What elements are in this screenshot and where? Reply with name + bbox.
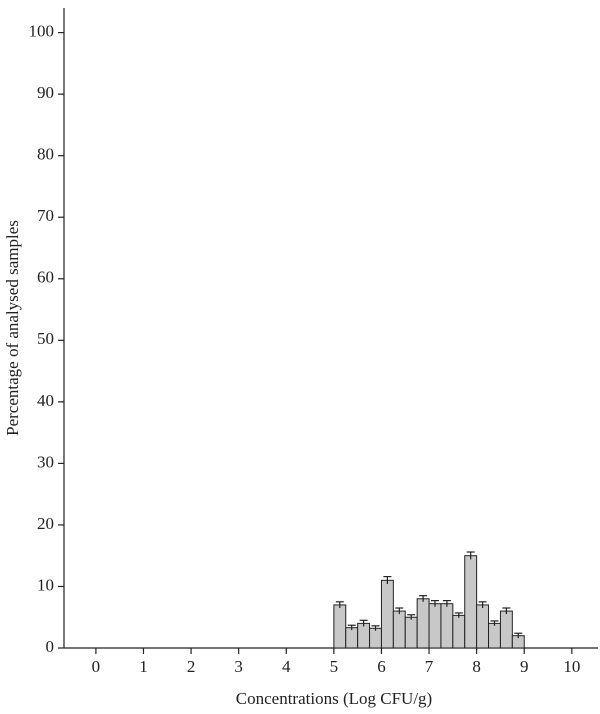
- y-tick-label: 40: [37, 391, 54, 410]
- error-bar: [514, 632, 523, 639]
- x-tick-label: 10: [563, 657, 580, 676]
- bar: [333, 604, 347, 649]
- error-bar: [419, 595, 428, 602]
- bar: [380, 579, 394, 649]
- y-tick-label: 60: [37, 268, 54, 287]
- bar: [464, 555, 478, 649]
- error-bar: [478, 601, 487, 608]
- error-bar: [347, 624, 356, 631]
- error-bar: [371, 625, 380, 631]
- error-bar: [383, 576, 392, 584]
- bar: [392, 610, 406, 649]
- error-bar: [407, 614, 416, 620]
- y-tick-label: 20: [37, 514, 54, 533]
- bar: [369, 627, 382, 649]
- bar: [404, 616, 418, 649]
- x-tick-label: 1: [139, 657, 148, 676]
- x-tick-label: 4: [282, 657, 291, 676]
- x-tick-label: 0: [92, 657, 101, 676]
- x-tick-label: 3: [234, 657, 243, 676]
- x-tick-label: 6: [377, 657, 386, 676]
- y-tick-label: 90: [37, 83, 54, 102]
- x-axis-label: Concentrations (Log CFU/g): [236, 689, 432, 708]
- error-bar: [442, 600, 451, 607]
- x-tick-label: 7: [425, 657, 434, 676]
- bar: [452, 614, 466, 649]
- y-tick-label: 0: [46, 637, 55, 656]
- bar: [476, 604, 490, 649]
- error-bar: [490, 620, 499, 626]
- y-tick-label: 70: [37, 206, 54, 225]
- x-tick-label: 5: [330, 657, 339, 676]
- error-bar: [502, 607, 511, 615]
- x-tick-label: 2: [187, 657, 196, 676]
- bar: [357, 622, 371, 649]
- y-tick-label: 100: [29, 22, 55, 41]
- x-tick-label: 9: [520, 657, 529, 676]
- error-bar: [395, 607, 404, 615]
- error-bar: [430, 600, 439, 607]
- y-tick-label: 10: [37, 575, 54, 594]
- bar: [428, 603, 442, 649]
- bar: [499, 610, 513, 649]
- error-bar: [359, 619, 368, 627]
- bar: [416, 598, 430, 649]
- error-bar: [454, 612, 463, 618]
- y-tick-label: 80: [37, 145, 54, 164]
- y-axis-label: Percentage of analysed samples: [3, 220, 22, 436]
- bar: [488, 622, 501, 649]
- bar: [345, 627, 359, 649]
- bar: [440, 603, 454, 649]
- error-bar: [466, 551, 475, 560]
- error-bar: [335, 601, 344, 608]
- y-tick-label: 30: [37, 452, 54, 471]
- x-tick-label: 8: [472, 657, 481, 676]
- y-tick-label: 50: [37, 329, 54, 348]
